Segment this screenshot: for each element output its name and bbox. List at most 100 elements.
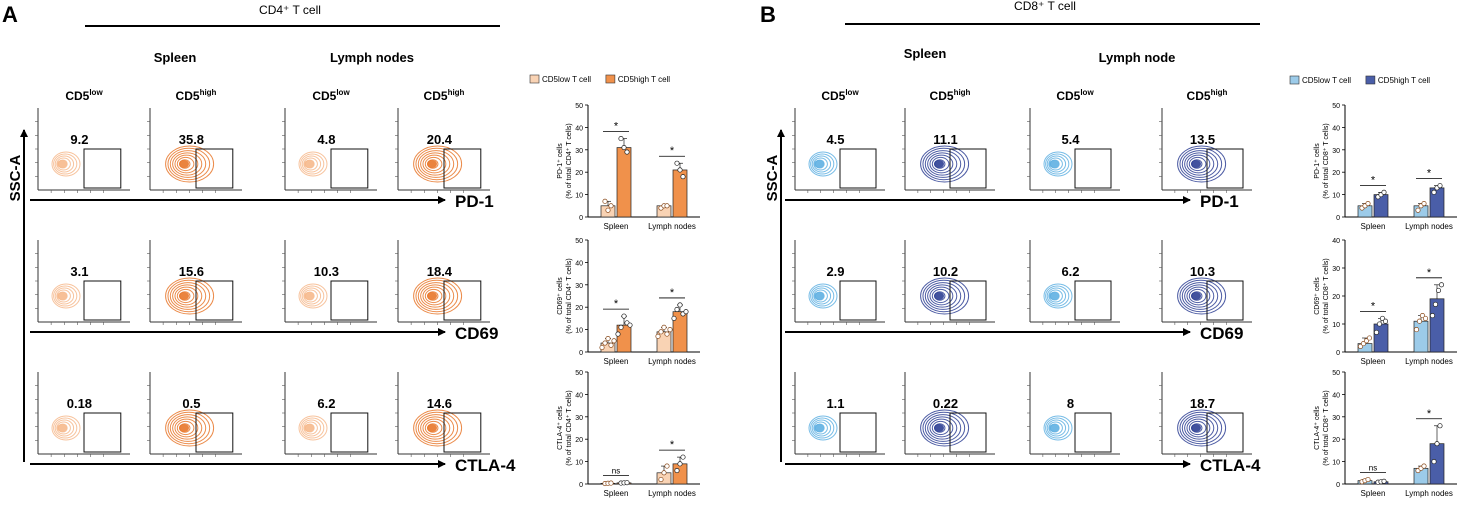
bar-category-label: Lymph nodes: [1405, 357, 1453, 366]
gate-percentage: 10.2: [933, 264, 958, 279]
bar-y-tick-label: 10: [575, 460, 583, 467]
significance-label: ns: [612, 467, 620, 476]
flow-plot: 0.5: [147, 372, 242, 457]
flow-contour: [303, 157, 318, 171]
significance-label: *: [614, 121, 619, 133]
flow-contour: [422, 286, 447, 306]
bar: [616, 324, 632, 353]
flow-contour: [176, 156, 195, 172]
flow-plot: 18.4: [395, 240, 490, 325]
data-point: [618, 324, 624, 330]
flow-contour: [56, 289, 71, 303]
bar-y-tick-label: 20: [575, 437, 583, 444]
flow-gate: [949, 412, 987, 453]
flow-contour: [167, 147, 211, 181]
flow-contour: [929, 286, 954, 306]
flow-contour-core: [179, 424, 189, 432]
flow-contour: [813, 157, 828, 171]
flow-contour: [167, 279, 211, 313]
flow-contour: [1179, 147, 1223, 181]
flow-contour: [169, 150, 207, 178]
flow-contour: [1179, 411, 1223, 445]
bar-y-tick-label: 30: [1332, 148, 1340, 155]
gate-percentage: 20.4: [427, 132, 453, 147]
data-point: [1416, 318, 1423, 324]
bar-y-tick-label: 0: [1336, 215, 1340, 222]
flow-contour-core: [57, 424, 67, 432]
gate-percentage: 6.2: [317, 396, 335, 411]
subset-header-0: CD5low: [65, 88, 103, 103]
flow-contour: [929, 418, 954, 438]
flow-gate: [1206, 280, 1244, 321]
marker-label-cd69: CD69: [455, 324, 498, 343]
flow-contour: [53, 417, 78, 439]
flow-contour: [920, 409, 970, 447]
gate-percentage: 3.1: [70, 264, 88, 279]
bar-y-tick-label: 10: [1332, 193, 1340, 200]
data-point: [624, 149, 630, 155]
data-point: [655, 333, 661, 339]
data-point: [677, 461, 683, 467]
bar-y-tick-label: 30: [1332, 266, 1340, 273]
flow-plot: 8: [1027, 372, 1120, 457]
data-point: [602, 340, 608, 346]
bar-category-label: Lymph nodes: [648, 222, 696, 231]
flow-plot: 6.2: [282, 372, 377, 457]
flow-contour: [298, 151, 328, 177]
flow-plot: 4.5: [792, 108, 885, 193]
flow-contour: [172, 416, 203, 440]
bar-y-label: PD-1⁺ cells (% of total CD4⁺ T cells): [557, 123, 573, 198]
flow-contour: [1177, 145, 1227, 183]
flow-contour: [922, 147, 966, 181]
bar-y-tick-label: 40: [1332, 238, 1340, 245]
flow-contour: [167, 411, 211, 445]
significance-label: *: [670, 145, 675, 157]
gate-percentage: 9.2: [70, 132, 88, 147]
marker-label-cd69: CD69: [1200, 324, 1243, 343]
bar-y-label: CD69⁺ cells (% of total CD8⁺ T cells): [1314, 258, 1330, 333]
gate-percentage: 5.4: [1061, 132, 1080, 147]
data-point: [1413, 327, 1420, 333]
data-point: [1435, 287, 1442, 293]
flow-gate: [195, 280, 234, 321]
bar: [1429, 298, 1445, 353]
panel-a-letter: A: [2, 2, 18, 27]
flow-contour: [415, 279, 459, 313]
flow-contour: [298, 283, 328, 309]
bar-category-label: Lymph nodes: [1405, 222, 1453, 231]
panel-a-tissue-lymph: Lymph nodes: [330, 50, 414, 65]
flow-contour: [1188, 288, 1207, 304]
flow-contour-core: [934, 424, 944, 432]
flow-gate: [83, 412, 122, 453]
flow-contour-core: [1191, 292, 1201, 300]
bar-category-label: Lymph nodes: [1405, 489, 1453, 498]
data-point: [1382, 318, 1389, 324]
data-point: [677, 302, 683, 308]
data-point: [621, 145, 627, 151]
data-point: [1431, 459, 1437, 465]
flow-contour: [1186, 154, 1211, 174]
bar-y-tick-label: 0: [1336, 350, 1340, 357]
flow-contour-core: [1191, 424, 1201, 432]
flow-plot: 3.1: [35, 240, 130, 325]
gate-percentage: 4.5: [826, 132, 844, 147]
bar: [1413, 320, 1429, 353]
bar-y-label: CTLA-4⁺ cells (% of total CD4⁺ T cells): [557, 390, 573, 465]
flow-plot: 13.5: [1159, 108, 1252, 193]
legend-swatch: [1365, 75, 1376, 85]
flow-contour: [169, 414, 207, 442]
bar-category-label: Lymph nodes: [648, 489, 696, 498]
ssc-axis-label: SSC-A: [7, 154, 24, 201]
flow-contour: [415, 147, 459, 181]
legend-swatch: [1289, 75, 1300, 85]
panel-b-title: CD8⁺ T cell: [1014, 0, 1076, 13]
flow-contour-core: [179, 292, 189, 300]
flow-plot: 0.22: [902, 372, 995, 457]
data-point: [611, 338, 617, 344]
flow-contour: [924, 282, 962, 310]
flow-contour: [811, 287, 832, 305]
bar-y-label: PD-1⁺ cells (% of total CD8⁺ T cells): [1314, 123, 1330, 198]
flow-contour: [813, 421, 828, 435]
significance-label: *: [1427, 168, 1432, 180]
